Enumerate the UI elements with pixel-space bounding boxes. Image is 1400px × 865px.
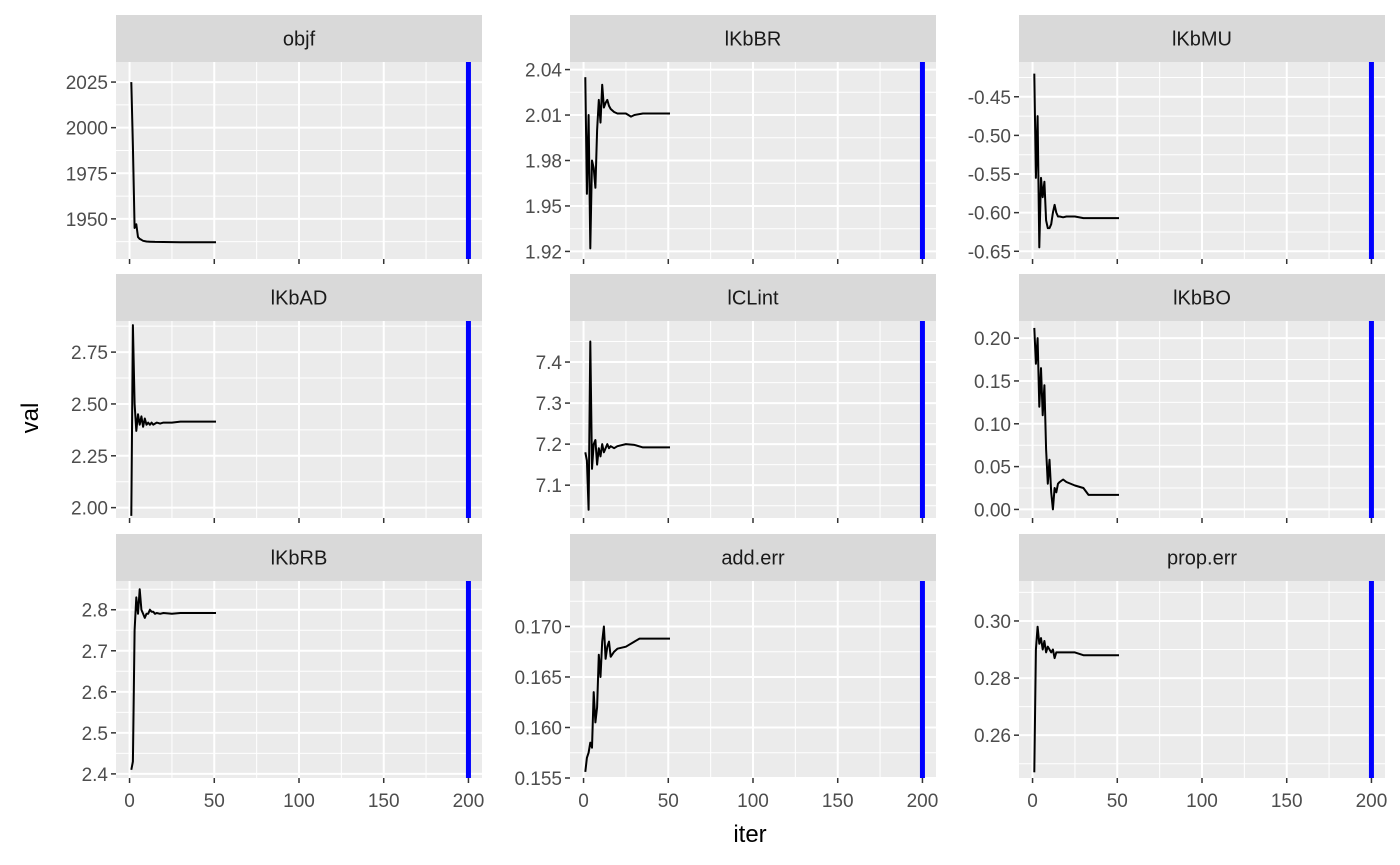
y-tick-label: 2.4 <box>82 765 109 786</box>
series-line-objf <box>130 82 216 244</box>
y-tick-label: 2.6 <box>82 683 108 704</box>
y-tick-label: 0.165 <box>514 668 562 689</box>
y-tick-label: 2.5 <box>82 724 108 745</box>
series-line-lkbbo <box>1033 327 1119 511</box>
panel-lclint: lCLint 7.1 7.2 7.3 7.4 <box>536 274 936 523</box>
y-tick-label: -0.55 <box>968 165 1011 186</box>
y-tick-label: 7.2 <box>536 435 562 456</box>
panel-add-err: add.err 0.155 0.160 0.165 0.170 0 50 100 150 200 <box>514 534 938 812</box>
series-line-lkbrb <box>130 588 216 770</box>
x-tick-label: 0 <box>1027 791 1038 812</box>
strip-label-lkbrb: lKbRB <box>271 548 328 570</box>
y-tick-label: 0.15 <box>974 372 1011 393</box>
panel-lkbmu: lKbMU -0.65 -0.60 -0.55 -0.50 -0.45 <box>968 15 1385 264</box>
y-tick-label: -0.50 <box>968 126 1011 147</box>
x-tick-label: 200 <box>1356 791 1388 812</box>
strip-label-objf: objf <box>283 29 316 51</box>
y-tick-label: 0.28 <box>974 669 1011 690</box>
x-tick-label: 200 <box>907 791 939 812</box>
x-tick-label: 50 <box>1107 791 1128 812</box>
x-tick-label: 150 <box>368 791 400 812</box>
series-line-lkbbr <box>584 77 670 250</box>
panels: objf1950197520002025lKbBR1.921.951.982.0… <box>66 15 1387 812</box>
y-tick-label: -0.45 <box>968 88 1011 109</box>
y-tick-label: 0.10 <box>974 415 1011 436</box>
y-tick-label: 1.95 <box>525 197 562 218</box>
y-tick-label: 2.00 <box>71 499 108 520</box>
y-tick-label: 7.4 <box>536 353 563 374</box>
y-tick-label: 0.26 <box>974 726 1011 747</box>
y-axis-title: val <box>17 403 44 434</box>
panel-lkbrb: lKbRB 2.4 2.5 2.6 2.7 2.8 0 50 100 150 200 <box>82 534 485 812</box>
x-tick-label: 0 <box>578 791 589 812</box>
y-tick-label: -0.60 <box>968 204 1011 225</box>
strip-background <box>116 15 482 62</box>
strip-background <box>116 534 482 581</box>
x-axis-title: iter <box>733 821 766 848</box>
strip-background <box>1019 274 1385 321</box>
y-tick-label: 0.00 <box>974 500 1011 521</box>
series-line-lkbad <box>130 324 216 516</box>
strip-label-lkbmu: lKbMU <box>1172 29 1232 51</box>
series-line-lclint <box>584 340 670 511</box>
panel-lkbbo: lKbBO 0.00 0.05 0.10 0.15 0.20 <box>974 274 1385 523</box>
y-tick-label: -0.65 <box>968 242 1011 263</box>
y-tick-label: 1950 <box>66 210 108 231</box>
panel-lkbad: lKbAD 2.00 2.25 2.50 2.75 <box>71 274 482 523</box>
strip-background <box>570 15 936 62</box>
x-tick-label: 100 <box>1186 791 1218 812</box>
strip-background <box>570 534 936 581</box>
strip-background <box>1019 15 1385 62</box>
x-tick-label: 50 <box>658 791 679 812</box>
strip-label-lkbad: lKbAD <box>271 288 328 310</box>
strip-background <box>116 274 482 321</box>
series-line-add-err <box>584 625 670 773</box>
x-tick-label: 50 <box>204 791 225 812</box>
y-tick-label: 2.8 <box>82 601 108 622</box>
y-tick-label: 2.7 <box>82 642 108 663</box>
strip-label-lclint: lCLint <box>727 288 779 310</box>
strip-background <box>570 274 936 321</box>
y-tick-label: 2.50 <box>71 395 108 416</box>
panel-objf: objf 1950 1975 2000 2025 <box>66 15 482 264</box>
y-tick-label: 0.170 <box>514 617 562 638</box>
x-tick-label: 100 <box>737 791 769 812</box>
y-tick-label: 0.20 <box>974 329 1011 350</box>
y-tick-label: 2.75 <box>71 343 108 364</box>
series-line-lkbmu <box>1033 73 1119 249</box>
series-line-prop-err <box>1033 625 1119 773</box>
x-tick-label: 200 <box>453 791 485 812</box>
x-tick-label: 150 <box>1271 791 1303 812</box>
y-tick-label: 7.3 <box>536 394 562 415</box>
y-tick-label: 2.01 <box>525 106 562 127</box>
y-tick-label: 2.25 <box>71 447 108 468</box>
y-tick-label: 1.92 <box>525 242 562 263</box>
x-tick-label: 100 <box>283 791 315 812</box>
strip-label-prop-err: prop.err <box>1167 548 1237 570</box>
y-tick-label: 2.04 <box>525 61 562 82</box>
strip-label-lkbbr: lKbBR <box>725 29 782 51</box>
y-tick-label: 1975 <box>66 164 108 185</box>
y-tick-label: 7.1 <box>536 476 562 497</box>
y-tick-label: 0.30 <box>974 612 1011 633</box>
x-tick-label: 0 <box>124 791 135 812</box>
strip-label-lkbbo: lKbBO <box>1173 288 1231 310</box>
y-tick-label: 0.155 <box>514 769 562 790</box>
strip-background <box>1019 534 1385 581</box>
y-tick-label: 2000 <box>66 119 108 140</box>
panel-prop-err: prop.err 0.26 0.28 0.30 0 50 100 150 200 <box>974 534 1387 812</box>
panel-lkbbr: lKbBR 1.92 1.95 1.98 2.01 2.04 <box>525 15 936 264</box>
y-tick-label: 1.98 <box>525 152 562 173</box>
strip-label-add-err: add.err <box>721 548 785 570</box>
y-tick-label: 0.05 <box>974 458 1011 479</box>
y-tick-label: 2025 <box>66 73 108 94</box>
x-tick-label: 150 <box>822 791 854 812</box>
y-tick-label: 0.160 <box>514 718 562 739</box>
